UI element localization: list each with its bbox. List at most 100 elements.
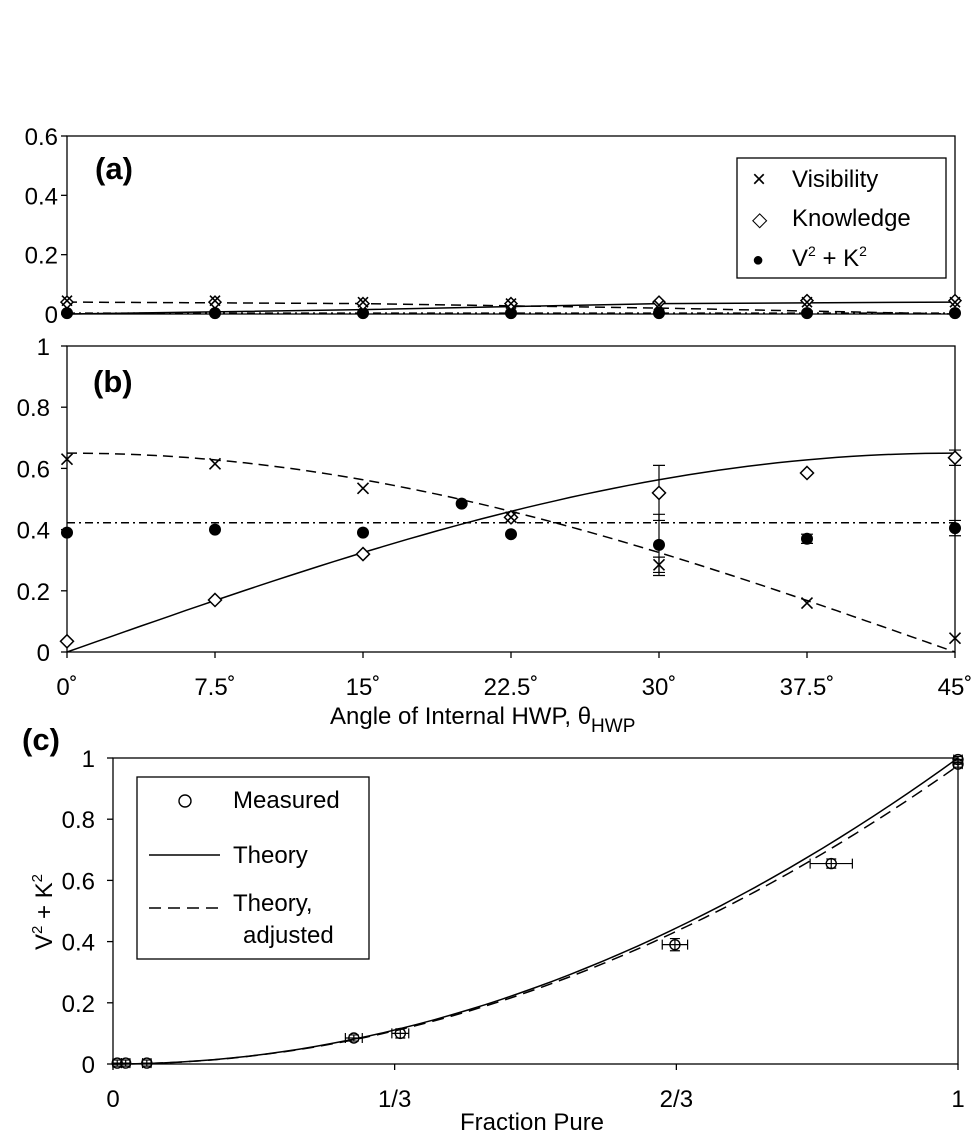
data-point-visibility (948, 632, 962, 645)
data-point-visibility (357, 296, 369, 308)
y-axis-label-sum: V2 + K2 (29, 874, 58, 950)
y-tick-label: 0 (37, 640, 50, 667)
data-point-visibility (801, 296, 813, 308)
y-tick-label: 0.2 (17, 579, 50, 606)
data-point-sum (801, 532, 813, 545)
legend-marker-sum: ● (752, 249, 764, 271)
y-tick-label: 0.4 (62, 930, 95, 957)
data-point-measured (394, 1027, 406, 1040)
y-tick-label: 0.2 (62, 991, 95, 1018)
panel-c-frame (112, 757, 959, 1065)
data-point-sum (505, 528, 517, 541)
data-point-visibility (949, 296, 961, 308)
y-tick-label: 0.6 (25, 124, 58, 151)
panel-a: (a) 0 0.2 0.4 0.6 × Visibility ◇ Knowledge … (25, 124, 963, 329)
error-bar (669, 937, 680, 952)
data-point-sum (357, 307, 369, 320)
legend-label-visibility: Visibility (792, 166, 878, 193)
x-tick-label: 0 (106, 1086, 119, 1113)
panel-c: (c) 0 0.2 0.4 0.6 0.8 1 0 1/3 2/3 1 V2 + K2 Frac… (22, 722, 965, 1136)
data-point-knowledge (355, 296, 371, 311)
data-point-sum (949, 307, 961, 320)
y-tick-label: 1 (37, 334, 50, 361)
theory-visibility-line (66, 452, 956, 653)
data-point-knowledge (799, 293, 815, 308)
y-tick-label: 1 (82, 746, 95, 773)
x-tick-label: 15˚ (346, 674, 381, 701)
x-tick-label: 0˚ (56, 674, 77, 701)
data-point-knowledge (59, 633, 75, 649)
legend-label-theory-adjusted-2: adjusted (243, 922, 334, 949)
data-point-measured (141, 1057, 153, 1069)
data-point-sum (209, 307, 221, 320)
legend-label-knowledge: Knowledge (792, 205, 911, 232)
data-point-visibility (652, 558, 666, 571)
theory-adjusted-line (112, 764, 959, 1065)
data-point-visibility (356, 482, 370, 495)
panel-b: (b) 0 0.2 0.4 0.6 0.8 1 0˚ 7.5˚ 15˚ 22.5˚ 30˚ 37.5… (17, 334, 973, 737)
data-point-knowledge (207, 295, 223, 310)
theory-knowledge-line (66, 452, 956, 653)
y-tick-label: 0.6 (17, 456, 50, 483)
y-tick-label: 0.6 (62, 868, 95, 895)
x-axis-label-angle: Angle of Internal HWP, θHWP (330, 703, 635, 737)
data-point-visibility (208, 457, 222, 470)
data-point-measured (119, 1057, 132, 1069)
panel-a-label: (a) (95, 151, 133, 186)
data-point-knowledge (651, 485, 667, 501)
data-point-sum (357, 526, 369, 539)
data-point-sum (61, 526, 73, 539)
legend-marker-knowledge: ◇ (752, 209, 768, 231)
data-point-knowledge (947, 450, 963, 466)
y-tick-label: 0.8 (62, 807, 95, 834)
x-tick-label: 7.5˚ (194, 674, 235, 701)
legend-label-theory-adjusted: Theory, (233, 890, 313, 917)
data-point-sum (801, 307, 813, 320)
data-point-visibility (61, 295, 73, 307)
data-point-sum (61, 307, 73, 320)
data-point-sum (653, 307, 665, 320)
legend-label-theory: Theory (233, 842, 308, 869)
data-point-sum (505, 307, 517, 320)
data-point-knowledge (651, 295, 667, 310)
panel-c-legend: Measured Theory Theory, adjusted (136, 776, 370, 960)
y-tick-label: 0 (45, 302, 58, 329)
x-tick-label: 1/3 (378, 1086, 411, 1113)
data-point-measured (952, 758, 964, 770)
y-tick-label: 0.2 (25, 243, 58, 270)
x-tick-label: 2/3 (660, 1086, 693, 1113)
x-tick-label: 22.5˚ (484, 674, 539, 701)
data-point-measured (348, 1032, 360, 1044)
data-point-measured (825, 857, 837, 870)
x-tick-label: 30˚ (642, 674, 677, 701)
data-point-knowledge (59, 295, 75, 310)
y-tick-label: 0.4 (17, 518, 50, 545)
legend-box (736, 157, 947, 279)
data-point-visibility (505, 298, 517, 310)
data-point-knowledge (947, 293, 963, 308)
data-point-visibility (60, 453, 74, 466)
x-tick-label: 45˚ (938, 674, 973, 701)
data-point-visibility (653, 299, 665, 311)
data-point-knowledge (799, 465, 815, 481)
legend-marker-visibility: × (752, 166, 766, 193)
legend-label-sum: V2 + K2 (792, 243, 867, 272)
panel-c-label: (c) (22, 722, 60, 757)
y-tick-label: 0 (82, 1052, 95, 1079)
data-point-knowledge (207, 592, 223, 608)
data-point-sum (209, 523, 221, 536)
legend-box (136, 776, 370, 960)
panel-b-label: (b) (93, 364, 133, 399)
data-point-sum (455, 497, 468, 510)
panel-a-legend: × Visibility ◇ Knowledge ● V2 + K2 (736, 157, 947, 279)
x-tick-label: 1 (951, 1086, 964, 1113)
legend-label-measured: Measured (233, 787, 340, 814)
data-point-sum (949, 522, 961, 535)
data-point-measured (669, 938, 681, 951)
x-tick-label: 37.5˚ (780, 674, 835, 701)
y-tick-label: 0.4 (25, 183, 58, 210)
data-point-visibility (209, 295, 221, 307)
legend-marker-measured (178, 794, 192, 808)
data-point-sum (653, 538, 665, 551)
